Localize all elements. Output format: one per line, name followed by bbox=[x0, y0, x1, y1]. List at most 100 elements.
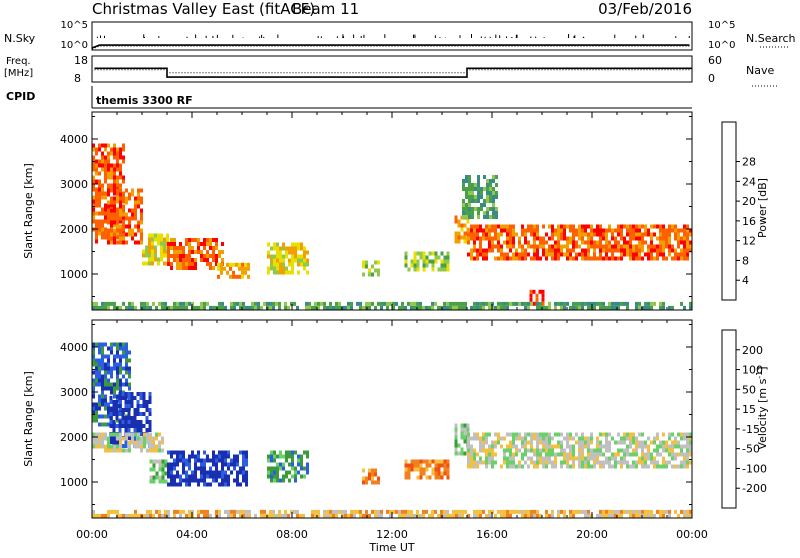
heatmap-cell bbox=[536, 509, 539, 514]
heatmap-cell bbox=[119, 171, 122, 176]
heatmap-cell bbox=[536, 244, 539, 249]
heatmap-cell bbox=[107, 192, 110, 197]
heatmap-cell bbox=[134, 196, 137, 201]
heatmap-cell bbox=[578, 509, 581, 514]
heatmap-cell bbox=[566, 224, 569, 229]
heatmap-cell bbox=[572, 301, 575, 306]
heatmap-cell bbox=[477, 211, 480, 215]
heatmap-cell bbox=[227, 462, 230, 467]
heatmap-cell bbox=[605, 252, 608, 257]
heatmap-cell bbox=[200, 301, 203, 306]
heatmap-cell bbox=[623, 440, 626, 445]
heatmap-cell bbox=[404, 471, 408, 476]
heatmap-cell bbox=[179, 254, 182, 258]
heatmap-cell bbox=[545, 252, 548, 257]
heatmap-cell bbox=[599, 305, 602, 310]
heatmap-cell bbox=[104, 203, 107, 208]
heatmap-cell bbox=[492, 195, 495, 199]
heatmap-cell bbox=[617, 305, 620, 310]
heatmap-cell bbox=[182, 301, 185, 306]
heatmap-cell bbox=[665, 236, 668, 241]
heatmap-cell bbox=[569, 464, 572, 469]
heatmap-cell bbox=[167, 509, 170, 514]
heatmap-cell bbox=[157, 261, 160, 266]
heatmap-cell bbox=[230, 470, 233, 475]
heatmap-cell bbox=[148, 245, 151, 250]
heatmap-cell bbox=[506, 305, 509, 310]
heatmap-cell bbox=[596, 301, 599, 306]
heatmap-cell bbox=[288, 262, 291, 267]
heatmap-cell bbox=[116, 159, 119, 164]
heatmap-cell bbox=[323, 305, 326, 310]
heatmap-cell bbox=[368, 268, 371, 273]
heatmap-cell bbox=[476, 256, 479, 261]
heatmap-cell bbox=[287, 513, 290, 518]
heatmap-cell bbox=[503, 252, 506, 257]
heatmap-cell bbox=[641, 464, 644, 469]
heatmap-cell bbox=[575, 440, 578, 445]
heatmap-cell bbox=[650, 252, 653, 257]
heatmap-cell bbox=[545, 464, 548, 469]
heatmap-cell bbox=[431, 301, 434, 306]
heatmap-cell bbox=[431, 467, 435, 472]
heatmap-cell bbox=[620, 301, 623, 306]
heatmap-cell bbox=[599, 256, 602, 261]
heatmap-cell bbox=[113, 183, 116, 188]
heatmap-cell bbox=[163, 241, 166, 246]
heatmap-cell bbox=[410, 259, 414, 264]
heatmap-cell bbox=[521, 248, 524, 253]
heatmap-cell bbox=[200, 462, 203, 467]
heatmap-cell bbox=[485, 452, 488, 457]
heatmap-cell bbox=[605, 305, 608, 310]
colorbar-frame bbox=[721, 329, 737, 509]
heatmap-cell bbox=[371, 264, 374, 269]
heatmap-cell bbox=[611, 305, 614, 310]
heatmap-cell bbox=[431, 471, 435, 476]
heatmap-cell bbox=[680, 444, 683, 449]
heatmap-cell bbox=[689, 232, 692, 237]
heatmap-cell bbox=[486, 183, 489, 187]
heatmap-cell bbox=[235, 274, 238, 279]
heatmap-cell bbox=[285, 250, 288, 255]
heatmap-cell bbox=[647, 456, 650, 461]
heatmap-cell bbox=[470, 464, 473, 469]
heatmap-cell bbox=[326, 509, 329, 514]
heatmap-cell bbox=[226, 262, 229, 267]
heatmap-cell bbox=[140, 212, 143, 217]
heatmap-cell bbox=[551, 232, 554, 237]
heatmap-cell bbox=[560, 244, 563, 249]
heatmap-cell bbox=[566, 244, 569, 249]
heatmap-cell bbox=[629, 228, 632, 233]
heatmap-cell bbox=[506, 224, 509, 229]
heatmap-cell bbox=[127, 400, 131, 404]
heatmap-cell bbox=[548, 456, 551, 461]
heatmap-cell bbox=[306, 470, 309, 475]
heatmap-cell bbox=[134, 216, 137, 221]
heatmap-cell bbox=[629, 513, 632, 518]
heatmap-cell bbox=[686, 240, 689, 245]
heatmap-cell bbox=[614, 452, 617, 457]
heatmap-cell bbox=[468, 183, 471, 187]
heatmap-cell bbox=[145, 245, 148, 250]
heatmap-cell bbox=[254, 513, 257, 518]
heatmap-cell bbox=[548, 236, 551, 241]
heatmap-cell bbox=[109, 412, 113, 416]
heatmap-cell bbox=[416, 263, 420, 268]
heatmap-cell bbox=[581, 436, 584, 441]
heatmap-cell bbox=[215, 246, 218, 250]
heatmap-cell bbox=[605, 456, 608, 461]
heatmap-cell bbox=[203, 238, 206, 242]
heatmap-cell bbox=[377, 272, 380, 277]
heatmap-cell bbox=[242, 470, 245, 475]
heatmap-cell bbox=[92, 362, 95, 367]
heatmap-cell bbox=[148, 392, 152, 396]
heatmap-cell bbox=[468, 191, 471, 195]
heatmap-cell bbox=[170, 478, 173, 483]
heatmap-cell bbox=[273, 258, 276, 263]
colorbar-tick-label: 16 bbox=[742, 215, 756, 228]
heatmap-cell bbox=[95, 195, 98, 200]
heatmap-cell bbox=[136, 400, 140, 404]
heatmap-cell bbox=[267, 454, 270, 459]
heatmap-cell bbox=[416, 267, 420, 272]
